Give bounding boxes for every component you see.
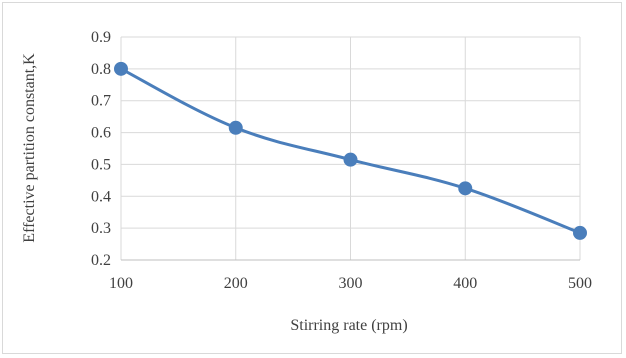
y-tick-label: 0.6 <box>91 125 111 142</box>
x-tick-labels: 100 200 300 400 500 <box>109 275 592 292</box>
chart-frame <box>2 2 622 354</box>
data-point <box>573 225 587 240</box>
y-tick-label: 0.4 <box>91 188 111 205</box>
y-tick-labels: 0.2 0.3 0.4 0.5 0.6 0.7 0.8 0.9 <box>91 29 111 269</box>
data-point <box>458 181 473 196</box>
data-point <box>343 152 358 167</box>
x-tick-label: 200 <box>224 275 248 292</box>
y-tick-label: 0.8 <box>91 61 111 78</box>
y-tick-label: 0.7 <box>91 93 111 110</box>
x-tick-label: 300 <box>339 275 363 292</box>
y-tick-label: 0.9 <box>91 29 111 46</box>
y-axis-title: Effective partition constant,K <box>21 53 38 243</box>
y-tick-label: 0.2 <box>91 252 111 269</box>
grid-lines <box>120 36 581 260</box>
y-tick-label: 0.5 <box>91 156 111 173</box>
x-tick-label: 400 <box>453 275 477 292</box>
x-axis-title: Stirring rate (rpm) <box>290 317 407 334</box>
x-tick-label: 100 <box>109 275 133 292</box>
y-tick-label: 0.3 <box>91 220 111 237</box>
data-point <box>228 120 243 135</box>
data-point <box>114 61 128 76</box>
series-layer <box>114 61 587 240</box>
x-tick-label: 500 <box>568 275 592 292</box>
